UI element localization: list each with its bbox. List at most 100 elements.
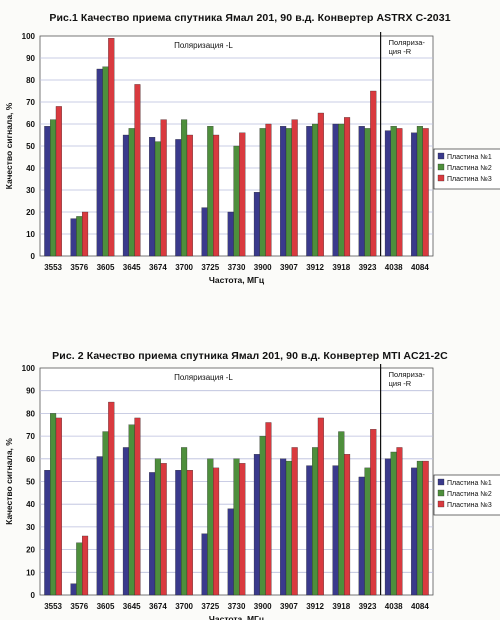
annotation-polarization-r: Поляриза-ция -R — [389, 370, 426, 388]
bar — [70, 583, 77, 596]
legend-label: Пластина №2 — [447, 491, 492, 498]
x-tick-label: 3900 — [254, 602, 272, 611]
chart-svg: 0 10 20 30 40 50 60 70 80 90 100 3553 3576 3605 3645 36… — [4, 32, 500, 285]
bar — [44, 470, 51, 596]
y-tick-label: 60 — [26, 120, 35, 129]
bar — [134, 417, 141, 596]
bar — [384, 458, 391, 596]
bar — [175, 470, 182, 596]
y-tick-label: 40 — [26, 500, 35, 509]
bar — [364, 128, 371, 257]
legend — [433, 474, 500, 516]
bar — [186, 470, 193, 596]
y-tick-label: 0 — [31, 591, 36, 600]
bar — [160, 463, 167, 596]
bar — [411, 467, 418, 596]
bar — [175, 139, 182, 257]
bar — [306, 465, 313, 596]
bar — [76, 542, 83, 596]
bar — [149, 472, 156, 596]
bar — [259, 435, 266, 596]
x-tick-label: 3645 — [123, 602, 141, 611]
y-tick-label: 30 — [26, 186, 35, 195]
x-tick-label: 3907 — [280, 602, 298, 611]
bar — [344, 454, 351, 596]
bar — [265, 123, 272, 257]
x-tick-label: 3918 — [332, 263, 350, 272]
legend-label: Пластина №1 — [447, 480, 492, 487]
y-tick-label: 90 — [26, 54, 35, 63]
bar — [70, 218, 77, 257]
bar — [317, 417, 324, 596]
x-tick-label: 3907 — [280, 263, 298, 272]
x-tick-label: 3923 — [359, 263, 377, 272]
legend-label: Пластина №2 — [447, 165, 492, 172]
bar — [55, 106, 62, 257]
bar — [422, 128, 429, 257]
y-tick-label: 30 — [26, 523, 35, 532]
x-tick-label: 3576 — [70, 602, 88, 611]
bar — [201, 533, 208, 596]
x-tick-label: 3605 — [97, 263, 115, 272]
annotation-polarization-r: Поляриза-ция -R — [389, 38, 426, 56]
bar — [55, 417, 62, 596]
bar — [128, 424, 135, 596]
bar — [338, 123, 345, 257]
bar — [213, 467, 220, 596]
y-tick-label: 70 — [26, 98, 35, 107]
bar — [312, 123, 319, 257]
bar — [390, 126, 397, 257]
bar — [44, 126, 51, 257]
chart-svg: 0 10 20 30 40 50 60 70 80 90 100 3553 3576 3605 3645 36… — [4, 364, 500, 620]
bar — [96, 456, 103, 596]
bar — [154, 141, 161, 257]
legend-swatch — [437, 500, 445, 508]
chart-title: Рис. 2 Качество приема спутника Ямал 201… — [52, 350, 448, 362]
x-tick-label: 3576 — [70, 263, 88, 272]
bar — [396, 128, 403, 257]
legend-label: Пластина №3 — [447, 502, 492, 509]
y-tick-label: 60 — [26, 455, 35, 464]
y-tick-label: 100 — [22, 32, 36, 41]
x-tick-label: 4084 — [411, 263, 429, 272]
bar — [411, 132, 418, 257]
x-tick-label: 3730 — [228, 263, 246, 272]
bar — [306, 126, 313, 257]
y-axis-label: Качество сигнала, % — [4, 102, 14, 189]
x-tick-label: 3605 — [97, 602, 115, 611]
x-tick-label: 3700 — [175, 602, 193, 611]
chart-figure-1: Рис.1 Качество приема спутника Ямал 201,… — [0, 0, 500, 300]
bar — [332, 123, 339, 257]
x-tick-label: 3553 — [44, 602, 62, 611]
bar — [108, 38, 115, 257]
bar — [128, 128, 135, 257]
bar — [181, 447, 188, 596]
bar — [280, 126, 287, 257]
bar — [280, 458, 287, 596]
y-tick-label: 10 — [26, 568, 35, 577]
x-tick-label: 3725 — [201, 602, 219, 611]
bar — [239, 463, 246, 596]
bar — [213, 134, 220, 257]
y-tick-label: 40 — [26, 164, 35, 173]
bar — [312, 447, 319, 596]
x-tick-label: 3918 — [332, 602, 350, 611]
bar — [160, 119, 167, 257]
bar — [233, 145, 240, 257]
y-tick-label: 10 — [26, 230, 35, 239]
bar — [122, 134, 129, 257]
legend-swatch — [437, 489, 445, 497]
bar — [390, 451, 397, 596]
bar — [82, 211, 89, 257]
legend-label: Пластина №1 — [447, 154, 492, 161]
legend-swatch — [437, 152, 445, 160]
bar — [396, 447, 403, 596]
bar — [291, 447, 298, 596]
chart-figure-2: Рис. 2 Качество приема спутника Ямал 201… — [0, 340, 500, 620]
bar — [134, 84, 141, 257]
bar — [364, 467, 371, 596]
x-tick-label: 3900 — [254, 263, 272, 272]
bar — [332, 465, 339, 596]
bar — [233, 458, 240, 596]
y-axis-label: Качество сигнала, % — [4, 438, 14, 525]
